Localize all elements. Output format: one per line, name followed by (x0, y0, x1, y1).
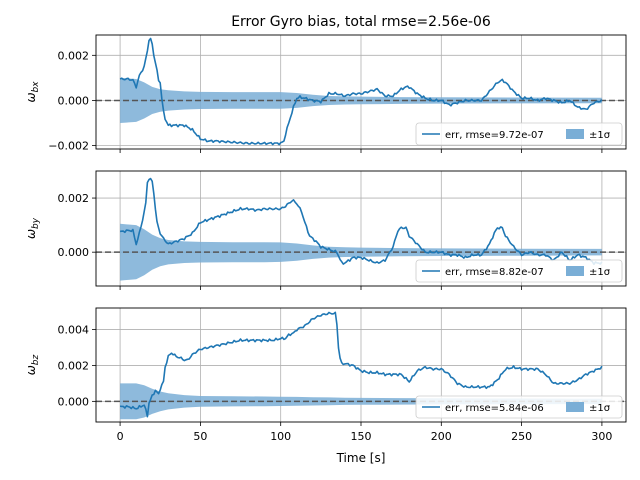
error-line (120, 177, 603, 266)
subplot-1: −0.002 0.000 0.002 ωbx err, rmse=9.72e-07 ±1σ (24, 34, 627, 153)
x-tick-label: 100 (270, 430, 291, 443)
subplot-2: 0.000 0.002 ωby err, rmse=8.82e-07 ±1σ (24, 170, 627, 290)
subplots: −0.002 0.000 0.002 ωbx err, rmse=9.72e-07 ±1σ… (24, 34, 627, 443)
x-tick-label: 300 (591, 430, 612, 443)
y-tick-label: 0.002 (58, 359, 90, 372)
y-axis-label: ωbz (24, 354, 41, 375)
x-tick-label: 200 (431, 430, 452, 443)
y-tick-label: 0.000 (58, 246, 90, 259)
x-tick-label: 0 (117, 430, 124, 443)
legend-band-label: ±1σ (589, 267, 611, 278)
legend-box (415, 259, 623, 283)
x-tick-label: 150 (351, 430, 372, 443)
error-line (120, 311, 603, 418)
y-tick-label: −0.002 (48, 140, 89, 153)
y-tick-label: 0.002 (58, 49, 90, 62)
legend-box (415, 122, 623, 146)
legend-band-marker (566, 402, 584, 412)
x-axis-label: Time [s] (336, 451, 386, 465)
legend-series-label: err, rmse=5.84e-06 (445, 403, 544, 414)
y-axis-label: ωbx (24, 81, 41, 103)
x-tick-label: 250 (511, 430, 532, 443)
error-line (119, 37, 603, 146)
x-tick-label: 50 (193, 430, 207, 443)
legend-series-label: err, rmse=9.72e-07 (445, 130, 544, 141)
subplot-3: 0.000 0.002 0.004 0 50 100 150 200 250 300 ωbz err,… (24, 307, 627, 443)
legend-band-label: ±1σ (589, 403, 611, 414)
legend-series-label: err, rmse=8.82e-07 (445, 267, 544, 278)
y-tick-label: 0.000 (58, 395, 90, 408)
y-tick-label: 0.000 (58, 94, 90, 107)
y-axis-label: ωby (24, 217, 41, 239)
legend-box (415, 395, 623, 419)
legend-band-label: ±1σ (589, 130, 611, 141)
y-tick-label: 0.002 (58, 192, 90, 205)
legend-band-marker (566, 129, 584, 139)
y-tick-label: 0.004 (58, 324, 90, 337)
chart-title: Error Gyro bias, total rmse=2.56e-06 (231, 14, 491, 30)
legend: err, rmse=5.84e-06 ±1σ (415, 395, 623, 419)
legend: err, rmse=8.82e-07 ±1σ (415, 259, 623, 283)
legend: err, rmse=9.72e-07 ±1σ (415, 122, 623, 146)
legend-band-marker (566, 266, 584, 276)
